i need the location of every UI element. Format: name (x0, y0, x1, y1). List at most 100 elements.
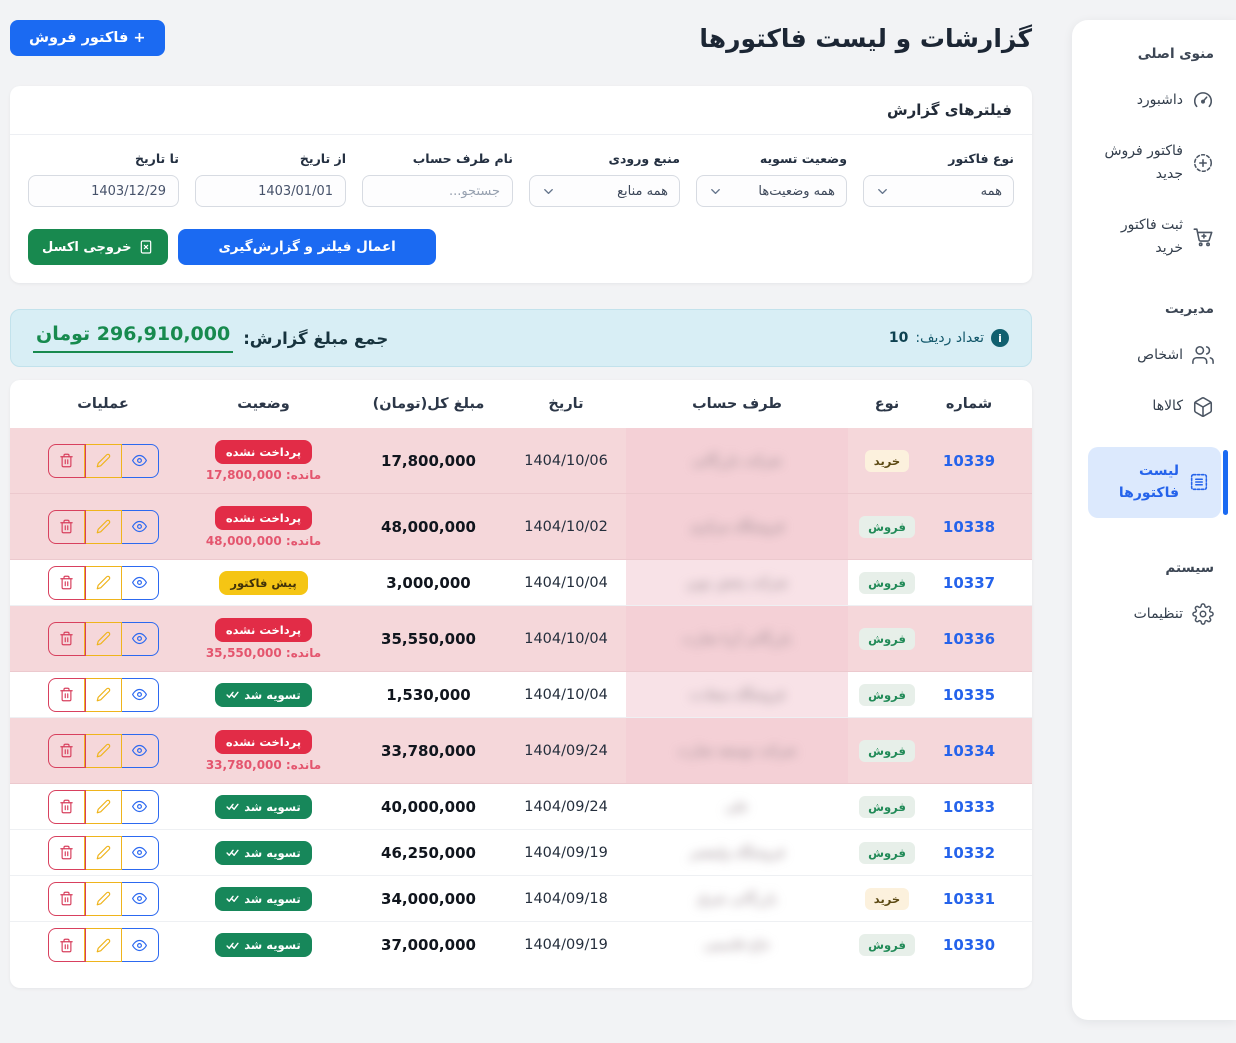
view-invoice-button[interactable] (120, 928, 159, 962)
status-badge: تسویه شد (215, 933, 312, 957)
trash-icon (60, 519, 73, 534)
edit-invoice-button[interactable] (84, 565, 122, 600)
view-invoice-button[interactable] (120, 835, 159, 870)
table-row: 10332 فروش فروشگاه ولیعصر 1404/09/19 46,… (10, 830, 1032, 876)
edit-invoice-button[interactable] (84, 881, 122, 916)
delete-invoice-button[interactable] (47, 621, 86, 656)
view-invoice-button[interactable] (120, 733, 159, 768)
edit-invoice-button[interactable] (84, 443, 122, 478)
edit-invoice-button[interactable] (84, 928, 122, 962)
delete-invoice-button[interactable] (47, 733, 86, 768)
total-amount-label: جمع مبلغ گزارش: (243, 328, 389, 348)
invoice-type-badge: خرید (864, 887, 910, 910)
invoice-number-link[interactable]: 10339 (942, 451, 996, 470)
apply-filter-button[interactable]: اعمال فیلتر و گزارش‌گیری (178, 229, 436, 265)
invoice-type-select[interactable]: همه (863, 175, 1014, 207)
invoice-amount: 40,000,000 (381, 797, 476, 816)
pencil-icon (96, 743, 110, 758)
input-source-select[interactable]: همه منابع (529, 175, 680, 207)
filter-field-date-from: از تاریخ (195, 151, 346, 207)
info-icon: i (991, 329, 1009, 347)
view-invoice-button[interactable] (120, 621, 159, 656)
invoice-number-link[interactable]: 10338 (942, 517, 996, 536)
delete-invoice-button[interactable] (47, 789, 86, 824)
table-header-row: شماره نوع طرف حساب تاریخ مبلغ کل(تومان) وضعیت… (10, 380, 1032, 428)
sidebar-item-products[interactable]: کالاها (1094, 395, 1214, 417)
summary-bar: i تعداد ردیف: 10 جمع مبلغ گزارش: 296,910… (10, 309, 1032, 367)
status-badge: پیش فاکتور (219, 570, 308, 595)
pencil-icon (96, 845, 110, 860)
edit-invoice-button[interactable] (84, 677, 122, 712)
invoice-number-link[interactable]: 10330 (942, 936, 996, 954)
filter-label: تا تاریخ (134, 151, 179, 166)
chevron-down-icon (541, 184, 556, 199)
party-search-input[interactable] (362, 175, 513, 207)
column-header-party: طرف حساب (692, 396, 782, 412)
filter-field-settlement-status: وضعیت تسویه همه وضعیت‌ها (696, 151, 847, 207)
invoice-number-link[interactable]: 10337 (942, 573, 996, 592)
party-name-redacted: بازرگانی شرق (697, 890, 777, 907)
delete-invoice-button[interactable] (47, 881, 86, 916)
invoice-number-link[interactable]: 10334 (942, 741, 996, 760)
sidebar-item-persons[interactable]: اشخاص (1094, 344, 1214, 366)
excel-file-icon (141, 240, 152, 254)
filters-panel: فیلترهای گزارش نوع فاکتور همه وضعیت تسوی… (10, 86, 1032, 283)
sidebar-item-dashboard[interactable]: داشبورد (1094, 89, 1214, 111)
edit-invoice-button[interactable] (84, 789, 122, 824)
edit-invoice-button[interactable] (84, 621, 122, 656)
view-invoice-button[interactable] (120, 509, 159, 544)
invoice-number-link[interactable]: 10332 (942, 843, 996, 862)
filters-title: فیلترهای گزارش (10, 86, 1032, 135)
invoice-number-link[interactable]: 10335 (942, 685, 996, 704)
edit-invoice-button[interactable] (84, 509, 122, 544)
view-invoice-button[interactable] (120, 443, 159, 478)
edit-invoice-button[interactable] (84, 733, 122, 768)
row-count-group: i تعداد ردیف: 10 (889, 329, 1009, 347)
invoice-number-link[interactable]: 10331 (942, 889, 996, 908)
status-badge: پرداخت نشده (214, 439, 313, 464)
chevron-down-icon (875, 184, 890, 199)
total-amount-value: 296,910,000 تومان (33, 323, 234, 353)
invoice-type-badge: فروش (859, 571, 915, 594)
filter-label: نام طرف حساب (412, 151, 513, 166)
invoice-type-badge: فروش (859, 934, 915, 956)
delete-invoice-button[interactable] (47, 509, 86, 544)
sidebar-item-settings[interactable]: تنظیمات (1094, 602, 1214, 625)
settlement-status-select[interactable]: همه وضعیت‌ها (696, 175, 847, 207)
new-sale-invoice-button[interactable]: + فاکتور فروش (10, 20, 165, 56)
eye-icon (132, 939, 147, 951)
eye-icon (132, 632, 147, 645)
sidebar-section: منوی اصلی داشبورد فاکتور فروش جدید ثبت ف… (1094, 46, 1214, 259)
delete-invoice-button[interactable] (47, 443, 86, 478)
delete-invoice-button[interactable] (47, 835, 86, 870)
sidebar-item-register-purchase-invoice[interactable]: ثبت فاکتور خرید (1094, 214, 1214, 259)
view-invoice-button[interactable] (120, 789, 159, 824)
invoice-date: 1404/10/04 (524, 686, 608, 703)
invoice-amount: 34,000,000 (381, 889, 476, 908)
table-row: 10336 فروش بازرگانی آریا تجارت 1404/10/0… (10, 606, 1032, 672)
edit-invoice-button[interactable] (84, 835, 122, 870)
sidebar-item-new-sale-invoice[interactable]: فاکتور فروش جدید (1094, 140, 1214, 185)
delete-invoice-button[interactable] (47, 677, 86, 712)
date-from-input[interactable] (195, 175, 346, 207)
invoice-type-badge: فروش (859, 841, 915, 864)
view-invoice-button[interactable] (120, 881, 159, 916)
filter-actions: اعمال فیلتر و گزارش‌گیری خروجی اکسل (10, 221, 1032, 283)
status-badge: پرداخت نشده (214, 505, 313, 530)
view-invoice-button[interactable] (120, 565, 159, 600)
delete-invoice-button[interactable] (47, 565, 86, 600)
sidebar-item-invoice-list[interactable]: لیست فاکتورها (1088, 446, 1228, 518)
invoice-number-link[interactable]: 10336 (942, 629, 996, 648)
invoice-number-link[interactable]: 10333 (942, 797, 996, 816)
invoice-date: 1404/10/04 (524, 574, 608, 591)
view-invoice-button[interactable] (120, 677, 159, 712)
trash-icon (60, 891, 73, 906)
excel-export-button[interactable]: خروجی اکسل (28, 229, 169, 265)
trash-icon (60, 845, 73, 860)
invoice-amount: 35,550,000 (381, 629, 476, 648)
invoice-amount: 33,780,000 (381, 741, 476, 760)
delete-invoice-button[interactable] (47, 928, 86, 962)
date-to-input[interactable] (28, 175, 179, 207)
eye-icon (132, 454, 147, 467)
double-check-icon (226, 800, 239, 813)
